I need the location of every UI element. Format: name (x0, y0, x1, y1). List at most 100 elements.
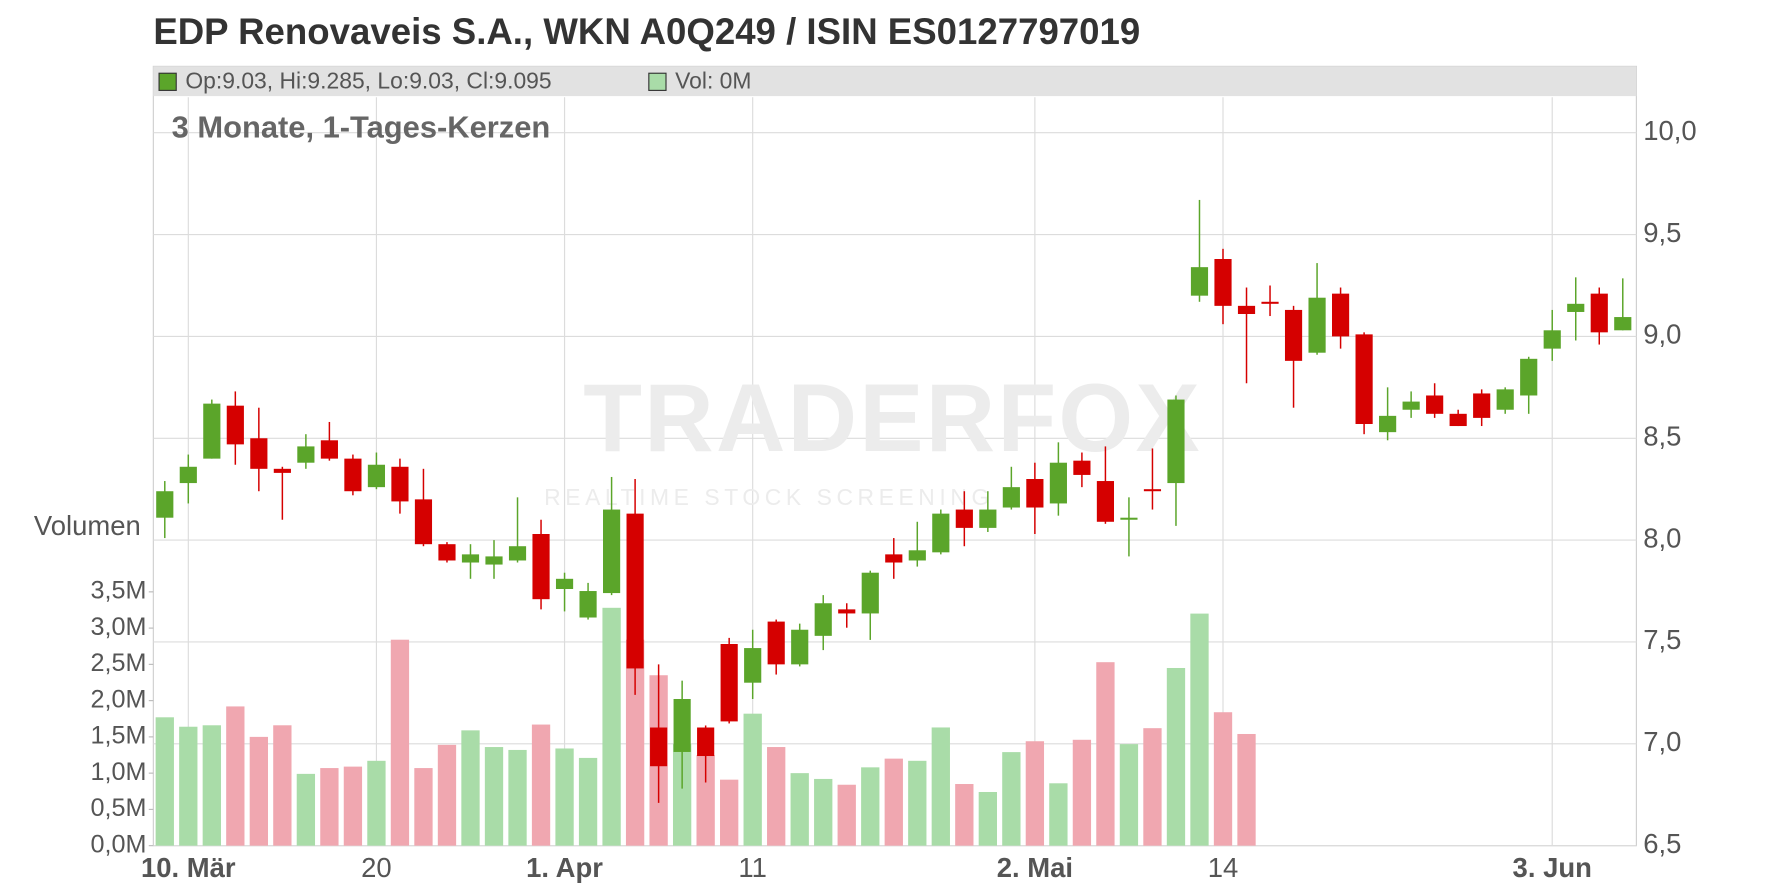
volume-bar (414, 768, 433, 846)
volume-bar (296, 773, 316, 846)
candles (156, 199, 1632, 803)
volume-tick-label: 1,5M (91, 722, 147, 750)
volume-bar (978, 791, 997, 846)
watermark: TRADERFOX (583, 365, 1202, 472)
candle-body (720, 643, 738, 722)
volume-bar (343, 766, 363, 846)
volume-bars (155, 607, 1256, 846)
candle-body (1426, 395, 1444, 414)
volume-bar (249, 736, 269, 846)
candle-body (226, 405, 244, 445)
volume-bar (555, 748, 574, 846)
legend-swatch (648, 72, 667, 91)
volume-bar (720, 779, 739, 846)
candle-body (1261, 301, 1279, 304)
candle-body (391, 466, 409, 502)
volume-bar (814, 778, 833, 846)
candle-body (1614, 317, 1632, 331)
volume-bar (155, 717, 174, 846)
volume-tick-label: 1,0M (91, 758, 147, 786)
candle-body (603, 509, 621, 594)
watermark-sub: REALTIME STOCK SCREENING (544, 484, 994, 510)
candle-body (461, 554, 480, 563)
candle-body (626, 513, 644, 669)
candle-body (1543, 330, 1561, 349)
candle-body (1496, 389, 1514, 410)
x-tick-label: 1. Apr (526, 852, 603, 883)
candle-body (555, 578, 574, 589)
candle-body (1449, 413, 1467, 427)
candle-body (485, 556, 503, 565)
marks (155, 199, 1632, 846)
volume-bar (508, 749, 527, 846)
volume-bar (1002, 752, 1021, 846)
volume-tick-label: 0,0M (91, 830, 147, 858)
candle-body (979, 509, 997, 528)
candle-body (250, 438, 268, 469)
candle-body (814, 603, 832, 636)
candle-body (438, 544, 456, 561)
candle-body (1214, 259, 1232, 306)
y-tick-label: 9,0 (1643, 319, 1681, 350)
candle-body (673, 698, 691, 752)
candle-body (767, 621, 785, 665)
candle-body (1355, 334, 1373, 425)
candle-body (1402, 401, 1420, 410)
candle-body (179, 466, 197, 484)
candle-body (320, 440, 338, 459)
candle-body (1332, 293, 1350, 337)
volume-bar (179, 726, 198, 846)
candle-body (579, 591, 597, 618)
volume-bar (1213, 712, 1233, 846)
candle-body (203, 403, 221, 459)
legend-swatch (158, 72, 177, 91)
candle-body (932, 513, 950, 553)
volume-bar (837, 784, 856, 846)
candle-body (1120, 517, 1138, 520)
candle-body (1590, 293, 1608, 333)
candle-body (414, 499, 433, 545)
candle-body (1143, 489, 1162, 492)
volume-bar (884, 758, 903, 846)
volume-bar (1166, 667, 1186, 846)
volume-bar (743, 713, 762, 846)
y-tick-label: 8,5 (1643, 421, 1681, 452)
candle-body (885, 554, 903, 563)
volume-bar (320, 768, 339, 846)
candle-body (1473, 393, 1491, 418)
volume-bar (790, 773, 809, 846)
candle-body (791, 629, 809, 665)
candle-body (1002, 487, 1020, 508)
y-tick-label: 7,0 (1643, 726, 1681, 757)
candle-body (1096, 481, 1115, 522)
candle-body (1026, 479, 1044, 508)
candle-body (861, 572, 879, 614)
subtitle: 3 Monate, 1-Tages-Kerzen (172, 109, 551, 144)
candle-body (508, 546, 527, 561)
candle-body (532, 533, 550, 600)
volume-bar (625, 639, 645, 846)
volume-bar (1072, 739, 1092, 846)
volume-bar (1049, 783, 1068, 846)
candle-body (908, 550, 926, 561)
volume-bar (1237, 733, 1256, 846)
volume-bar (273, 725, 292, 846)
volume-bar (908, 760, 927, 846)
x-tick-label: 11 (738, 852, 767, 883)
volume-bar (1025, 741, 1045, 846)
volume-bar (1190, 613, 1209, 846)
volume-bar (1119, 744, 1139, 846)
volume-bar (461, 730, 480, 846)
volume-bar (390, 639, 410, 846)
chart-title: EDP Renovaveis S.A., WKN A0Q249 / ISIN E… (153, 11, 1140, 52)
volume-bar (1143, 728, 1162, 846)
candle-body (1167, 399, 1185, 484)
volume-bar (931, 727, 950, 846)
volume-bar (367, 760, 386, 846)
candle-body (955, 509, 973, 528)
x-tick-label: 14 (1208, 852, 1239, 883)
candle-body (1567, 303, 1585, 312)
volume-bar (437, 744, 457, 846)
candle-body (1379, 415, 1397, 433)
